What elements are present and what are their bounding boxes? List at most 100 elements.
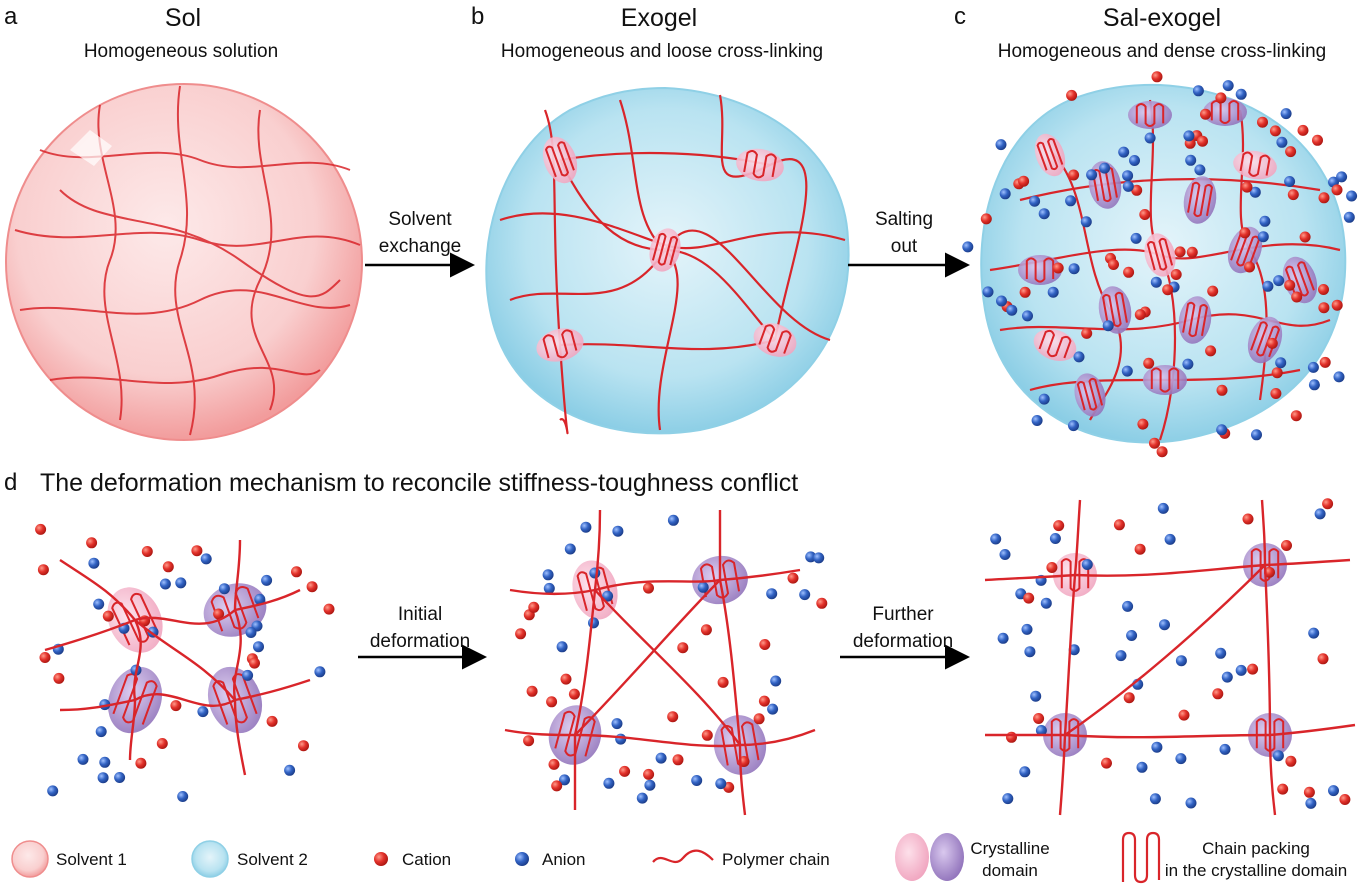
anion-icon <box>1308 379 1320 391</box>
cation-icon <box>1312 134 1323 146</box>
anion-icon <box>245 627 257 638</box>
anion-icon <box>1136 761 1148 773</box>
anion-icon <box>999 549 1011 560</box>
anion-icon <box>990 533 1002 545</box>
cation-icon <box>643 768 655 780</box>
polymer-chain-icon <box>652 849 714 864</box>
anion-icon <box>995 139 1007 151</box>
cation-icon <box>374 852 388 866</box>
panel-a-letter: a <box>4 3 18 30</box>
cation-icon <box>1269 125 1281 137</box>
anion-icon <box>1215 647 1227 659</box>
salting-out-line1: Salting <box>874 209 934 230</box>
cation-icon <box>35 523 47 535</box>
cation-icon <box>162 561 174 573</box>
anion-icon <box>1024 646 1036 658</box>
anion-icon <box>1019 766 1031 778</box>
further-deformation-line1: Further <box>872 604 934 625</box>
cation-icon <box>86 537 98 549</box>
anion-icon <box>1328 785 1339 797</box>
initial-deformation-line2: deformation <box>369 631 471 652</box>
anion-icon <box>1308 627 1320 639</box>
anion-icon <box>636 792 648 804</box>
crystalline-domain <box>1018 255 1062 285</box>
anion-icon <box>1130 232 1142 244</box>
panel-a-subtitle: Homogeneous solution <box>83 41 279 62</box>
anion-icon <box>1262 280 1274 292</box>
cation-icon <box>1299 231 1311 243</box>
cation-icon <box>1303 786 1315 798</box>
anion-icon <box>996 295 1007 307</box>
cation-icon <box>1322 498 1334 510</box>
cation-icon <box>298 740 309 752</box>
anion-icon <box>254 593 266 605</box>
anion-icon <box>1073 351 1085 363</box>
anion-icon <box>564 543 576 555</box>
anion-icon <box>1068 420 1079 432</box>
cation-icon <box>753 713 765 725</box>
anion-icon <box>1259 215 1271 227</box>
cation-icon <box>1271 367 1283 379</box>
cation-icon <box>548 758 560 770</box>
ion-particles <box>35 71 1358 809</box>
solvent2-swatch-icon <box>191 840 229 878</box>
anion-icon <box>1164 533 1176 545</box>
cation-icon <box>700 624 712 636</box>
anion-icon <box>99 756 111 768</box>
solvent-exchange-label: Solvent exchange <box>379 206 461 260</box>
anion-icon <box>1118 146 1130 158</box>
anion-icon <box>1216 424 1228 436</box>
anion-icon <box>1275 357 1287 369</box>
cation-icon <box>323 603 335 615</box>
panel-b-letter: b <box>471 3 485 30</box>
anion-icon <box>982 286 994 298</box>
cation-icon <box>1216 384 1228 396</box>
anion-icon <box>197 706 209 718</box>
anion-icon <box>766 588 778 600</box>
anion-icon <box>556 641 568 653</box>
cation-icon <box>619 765 631 777</box>
cation-icon <box>515 628 527 640</box>
anion-icon <box>1343 211 1355 223</box>
anion-icon <box>253 641 264 653</box>
cation-icon <box>1244 261 1255 273</box>
anion-icon <box>1030 690 1042 702</box>
cation-icon <box>1215 92 1227 104</box>
cation-icon <box>102 610 114 622</box>
cation-icon <box>560 673 572 685</box>
panel-c-subtitle: Homogeneous and dense cross-linking <box>997 41 1327 62</box>
crystalline-domain <box>736 148 784 182</box>
legend-solvent1: Solvent 1 <box>56 850 127 869</box>
legend-crystalline-domain: Crystalline domain <box>970 838 1049 882</box>
cation-icon <box>1186 246 1198 258</box>
anion-icon <box>1149 793 1161 805</box>
cation-icon <box>1033 713 1045 724</box>
cation-icon <box>1291 291 1303 303</box>
cation-icon <box>1052 262 1064 274</box>
cation-icon <box>1339 794 1351 805</box>
crystalline-domain <box>1128 101 1172 129</box>
anion-icon <box>1129 155 1140 166</box>
anion-icon <box>543 582 555 594</box>
cation-icon <box>213 608 225 620</box>
solvent1-swatch-icon <box>11 840 49 878</box>
cation-icon <box>1108 259 1119 270</box>
cation-icon <box>528 601 540 613</box>
cation-icon <box>1318 192 1330 204</box>
cation-icon <box>568 688 580 700</box>
cation-icon <box>39 652 51 663</box>
anion-icon <box>1065 195 1077 207</box>
cation-icon <box>266 715 278 727</box>
anion-icon <box>1185 797 1197 809</box>
cation-icon <box>1331 299 1343 311</box>
anion-icon <box>1151 741 1163 753</box>
crystalline-domain <box>1183 176 1217 224</box>
anion-icon <box>603 777 615 789</box>
cation-icon <box>1081 327 1093 339</box>
anion-icon <box>1185 154 1197 166</box>
anion-icon <box>1102 320 1114 332</box>
anion-icon <box>1175 655 1187 667</box>
cation-icon <box>291 566 302 578</box>
solvent-exchange-line1: Solvent <box>388 209 452 230</box>
cation-icon <box>1197 135 1208 147</box>
